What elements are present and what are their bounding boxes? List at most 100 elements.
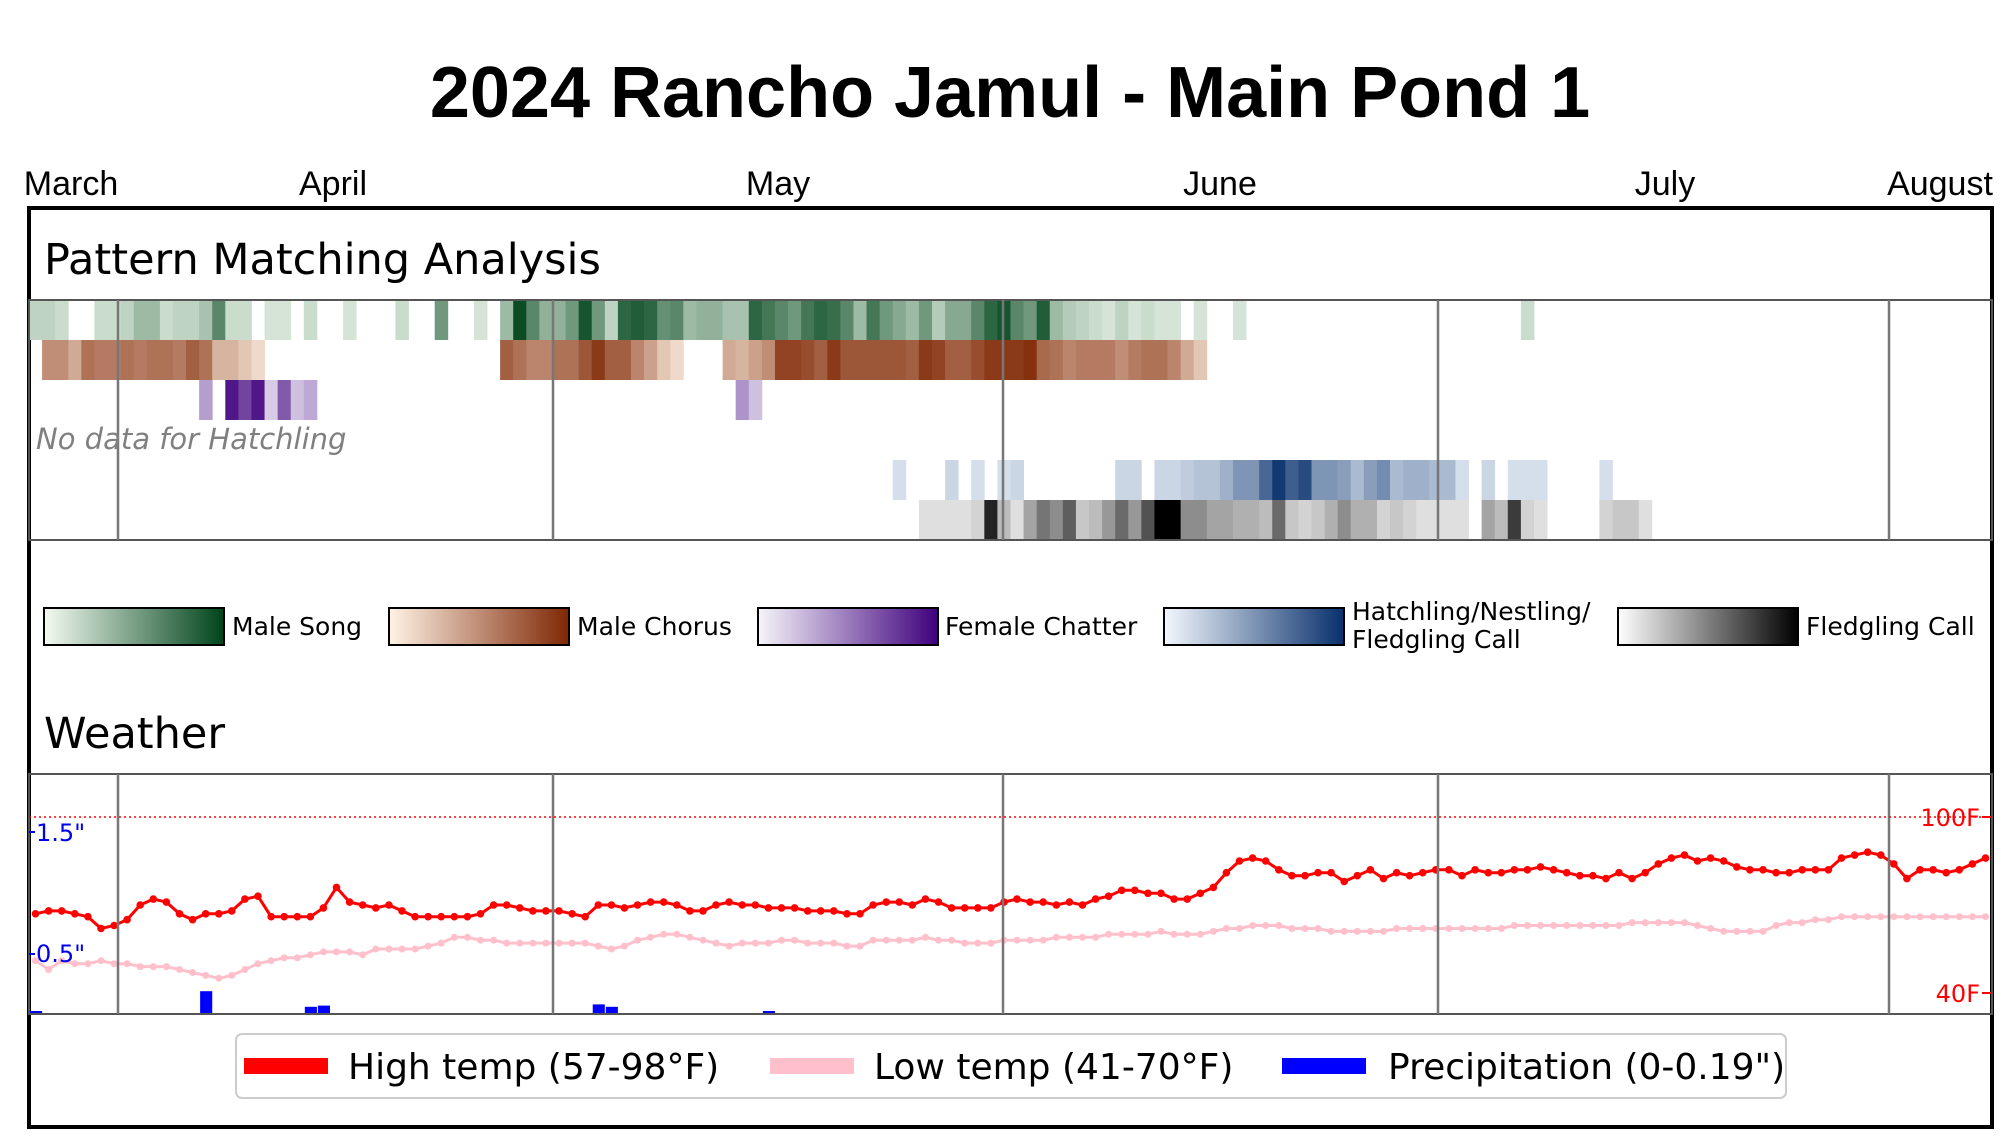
low-temp-point [1497, 925, 1505, 932]
weather-legend: High temp (57-98°F) Low temp (41-70°F) P… [235, 1033, 1787, 1099]
heatmap-cell [1010, 460, 1024, 500]
high-temp-point [1013, 895, 1021, 903]
low-temp-point [1445, 925, 1453, 932]
heatmap-cell [578, 300, 593, 340]
low-temp-point [1275, 922, 1283, 929]
high-temp-point [830, 907, 838, 915]
high-temp-point [1104, 892, 1113, 900]
high-temp-point [699, 907, 707, 915]
heatmap-cell [120, 300, 135, 340]
low-temp-point [1288, 925, 1296, 932]
high-temp-point [1523, 866, 1532, 874]
heatmap-cell [277, 300, 292, 340]
heatmap-cell [565, 340, 580, 380]
heatmap-cell [1180, 500, 1195, 540]
heatmap-cell [1350, 500, 1365, 540]
heatmap-cell [578, 340, 593, 380]
low-temp-point [1838, 913, 1845, 921]
high-temp-point [306, 912, 315, 921]
low-temp-point [1602, 922, 1610, 929]
high-temp-point [84, 912, 92, 921]
heatmap-cell [644, 300, 658, 340]
legend-label-high-temp: High temp (57-98°F) [348, 1047, 719, 1088]
low-temp-point [1353, 927, 1361, 935]
high-temp-point [1654, 860, 1663, 868]
low-temp-point [1249, 922, 1257, 929]
colorbar-2 [757, 607, 939, 646]
high-temp-point [1811, 866, 1820, 874]
colorbar-4 [1617, 607, 1799, 646]
low-temp-point [1929, 913, 1937, 921]
heatmap-cell [709, 300, 723, 340]
heatmap-cell [1533, 500, 1548, 540]
low-temp-point [1393, 925, 1401, 932]
high-temp-point [1327, 868, 1335, 877]
high-temp-point [1706, 854, 1715, 862]
heatmap-cell [55, 300, 69, 340]
heatmap-cell [879, 300, 894, 340]
low-temp-point [594, 942, 602, 950]
heatmap-cell [473, 300, 488, 340]
heatmap-cell [735, 300, 750, 340]
heatmap-cell [1115, 340, 1129, 380]
heatmap-cell [1363, 460, 1378, 500]
high-temp-point [816, 907, 825, 915]
colorbar-label-3: Hatchling/Nestling/ [1352, 597, 1591, 626]
high-temp-point [489, 901, 498, 909]
heatmap-cell [617, 340, 632, 380]
heatmap-cell [1324, 460, 1339, 500]
heatmap-cell [866, 300, 881, 340]
heatmap-cell [1036, 340, 1051, 380]
legend-label-low-temp: Low temp (41-70°F) [874, 1047, 1233, 1088]
low-temp-point [987, 939, 995, 947]
heatmap-cell [1259, 460, 1273, 500]
precip-bar [30, 1011, 43, 1014]
high-temp-point [424, 912, 432, 921]
high-temp-point [44, 907, 53, 915]
low-temp-point [189, 969, 197, 976]
precip-bar [605, 1006, 618, 1014]
high-temp-point [555, 907, 563, 915]
low-temp-point [1877, 913, 1885, 921]
heatmap-cell [958, 340, 972, 380]
high-temp-point [1929, 866, 1937, 874]
heatmap-cell [1311, 500, 1325, 540]
high-temp-point [1916, 866, 1924, 874]
heatmap-cell [199, 340, 213, 380]
low-temp-point [1982, 913, 1989, 921]
heatmap-cell [1115, 300, 1129, 340]
low-temp-point [1131, 930, 1139, 938]
low-temp-point [660, 930, 668, 938]
low-temp-point [1340, 927, 1348, 935]
high-temp-point [1353, 871, 1362, 880]
heatmap-cell [1442, 460, 1456, 500]
heatmap-cell [1167, 500, 1182, 540]
heatmap-cell [1206, 460, 1221, 500]
low-temp-point [542, 939, 550, 947]
heatmap-cell [735, 380, 750, 420]
month-label-may: May [746, 165, 810, 203]
heatmap-cell [526, 300, 540, 340]
high-temp-point [843, 910, 851, 918]
heatmap-cell [186, 340, 200, 380]
heatmap-cell [1337, 460, 1352, 500]
high-temp-point [1863, 848, 1872, 856]
heatmap-cell [1298, 460, 1312, 500]
low-temp-point [1550, 922, 1558, 929]
low-temp-point [1707, 925, 1715, 932]
low-temp-point [162, 963, 170, 971]
high-temp-point [1275, 866, 1283, 874]
low-temp-point [1458, 925, 1466, 932]
heatmap-cell [539, 300, 553, 340]
month-label-august: August [1887, 165, 1993, 203]
figure-frame [27, 206, 1994, 1129]
low-temp-point [1903, 913, 1911, 921]
low-temp-point [1157, 927, 1165, 935]
low-temp-point [1079, 933, 1086, 941]
heatmap-cell [1049, 340, 1064, 380]
heatmap-cell [1337, 500, 1352, 540]
heatmap-cell [1193, 300, 1208, 340]
heatmap-cell [918, 340, 933, 380]
heatmap-cell [905, 300, 920, 340]
heatmap-cell [1232, 460, 1247, 500]
